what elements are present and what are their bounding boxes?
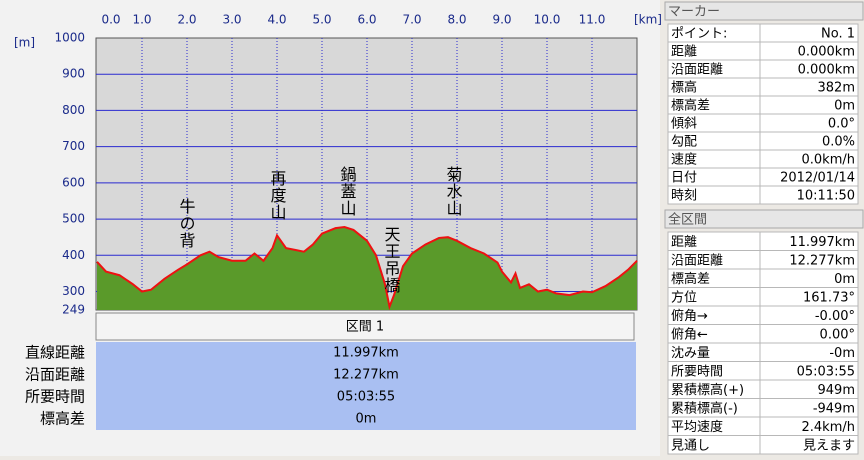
panel-value: 0m (834, 99, 855, 114)
panel-value: 05:03:55 (797, 364, 855, 379)
panel-value: 2.4km/h (802, 420, 856, 435)
panel-value: 0.000km (798, 45, 855, 60)
panel-value: -0m (829, 346, 855, 361)
panel-value: 10:11:50 (797, 189, 855, 204)
y-tick-label: 500 (62, 212, 85, 226)
x-tick-label: 4.0 (267, 13, 286, 27)
x-axis-label: [km] (634, 13, 662, 27)
panel-value: -0.00° (815, 309, 855, 324)
panel-label: 俯角→ (671, 308, 708, 324)
panel-label: 平均速度 (671, 419, 723, 435)
panel-value: 949m (818, 383, 855, 398)
panel-label: 速度 (671, 152, 697, 168)
panel-value: 0.00° (820, 327, 855, 342)
y-tick-label: 249 (62, 303, 85, 317)
interval-label: 所要時間 (25, 388, 85, 406)
panel-label: 距離 (671, 235, 697, 250)
panel-label: 勾配 (671, 135, 697, 150)
x-tick-label: 5.0 (312, 13, 331, 27)
y-tick-label: 700 (62, 139, 85, 153)
panel-value-cell (759, 185, 859, 205)
panel-label: 方位 (671, 289, 697, 305)
interval-label: 直線距離 (25, 344, 85, 362)
peak-label: 牛の背 (177, 198, 196, 249)
interval-body (96, 342, 636, 430)
y-tick-label: 1000 (54, 31, 85, 45)
panel-value: 見えます (803, 438, 855, 453)
interval-header (95, 312, 635, 341)
panel-label: ポイント: (671, 27, 727, 42)
panel-label: 所要時間 (671, 364, 723, 379)
interval-title: 区間 1 (346, 320, 384, 335)
panel-value: 382m (818, 81, 855, 96)
x-tick-label: 9.0 (492, 13, 511, 27)
x-tick-label: 0.0 (101, 13, 120, 27)
panel-value: 0.0° (828, 117, 855, 132)
panel-label: 標高 (671, 80, 697, 96)
interval-label: 沿面距離 (25, 366, 85, 384)
panel-label: 俯角← (671, 326, 708, 342)
x-tick-label: 10.0 (534, 13, 561, 27)
interval-label: 標高差 (40, 410, 85, 428)
interval-value: 12.277km (333, 368, 399, 383)
interval-value: 0m (356, 412, 377, 427)
panel-value: 11.997km (789, 235, 855, 250)
panel-label: 累積標高(-) (671, 400, 738, 416)
interval-value: 11.997km (333, 346, 399, 361)
y-tick-label: 300 (62, 284, 85, 298)
x-tick-label: 6.0 (357, 13, 376, 27)
elevation-area (97, 227, 637, 310)
x-tick-label: 3.0 (222, 13, 241, 27)
panel-label: 距離 (671, 45, 697, 60)
panel-label: 沿面距離 (671, 253, 723, 268)
panel-label: 累積標高(+) (671, 382, 744, 398)
x-tick-label: 11.0 (579, 13, 606, 27)
elevation-line (96, 226, 638, 311)
panel-title: マーカー (668, 5, 720, 20)
peak-label: 鍋蓋山 (338, 166, 357, 217)
panel-value: 12.277km (789, 253, 855, 268)
y-axis-label: [m] (14, 36, 35, 50)
panel-value-cell (759, 435, 859, 455)
panel-label: 見通し (671, 438, 710, 453)
panel-value: -949m (813, 401, 855, 416)
panel-label: 標高差 (671, 98, 710, 114)
y-tick-label: 800 (62, 103, 85, 117)
panel-value: No. 1 (821, 27, 855, 42)
panel-label: 沈み量 (671, 346, 710, 361)
x-tick-label: 7.0 (402, 13, 421, 27)
x-tick-label: 8.0 (447, 13, 466, 27)
panel-value: 2012/01/14 (780, 171, 855, 186)
panel-value: 0.0% (822, 135, 855, 150)
y-tick-label: 900 (62, 67, 85, 81)
panel-header (664, 209, 864, 229)
x-tick-label: 1.0 (132, 13, 151, 27)
peak-label: 再度山 (268, 170, 287, 221)
panel-header (664, 1, 864, 21)
panel-label: 日付 (671, 171, 697, 186)
panel-title: 全区間 (668, 212, 707, 228)
y-tick-label: 600 (62, 175, 85, 189)
panel-value: 0m (834, 272, 855, 287)
panel-label: 沿面距離 (671, 63, 723, 78)
peak-label: 天王吊橋 (382, 226, 401, 294)
panel-value: 0.000km (798, 63, 855, 78)
panel-value: 0.0km/h (802, 153, 856, 168)
panel-label: 標高差 (671, 271, 710, 287)
panel-label: 傾斜 (671, 117, 697, 132)
panel-value: 161.73° (803, 290, 855, 305)
y-tick-label: 400 (62, 248, 85, 262)
panel-label: 時刻 (671, 189, 697, 204)
interval-value: 05:03:55 (337, 390, 395, 405)
x-tick-label: 2.0 (177, 13, 196, 27)
peak-label: 菊水山 (444, 166, 463, 217)
